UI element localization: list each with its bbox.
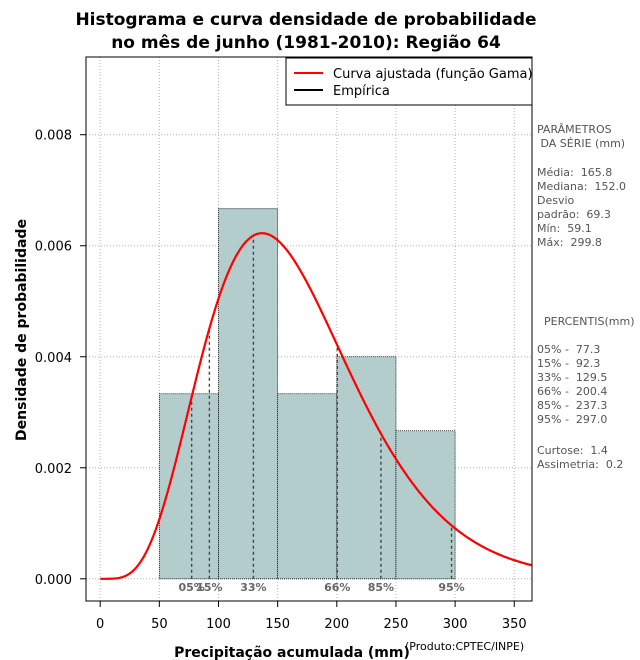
percentile-labels: 05%15% 33% 66% 85% 95%: [178, 581, 464, 594]
y-tick-label-2: 0.004: [35, 351, 72, 366]
percentile-label-5: 95%: [438, 581, 464, 594]
percentile-label-3: 66%: [324, 581, 350, 594]
stat-mediana: Mediana: 152.0: [537, 180, 626, 193]
x-tick-label-0: 0: [96, 617, 104, 632]
percentile-33: 33% - 129.5: [537, 371, 608, 384]
stat-max: Máx: 299.8: [537, 236, 602, 249]
histogram-bar-2: [277, 393, 338, 580]
legend: Curva ajustada (função Gama) Empírica: [285, 57, 533, 106]
y-tick-label-3: 0.006: [35, 240, 72, 255]
x-tick-label-7: 350: [502, 617, 527, 632]
y-tick-label-1: 0.002: [35, 462, 72, 477]
histogram-bars: [158, 208, 456, 580]
stat-desvio-value: padrão: 69.3: [537, 208, 611, 221]
legend-curve-label: Curva ajustada (função Gama): [333, 67, 533, 82]
gamma-curve-group: [100, 232, 533, 580]
percentile-lines: [190, 235, 453, 579]
percentile-15: 15% - 92.3: [537, 357, 601, 370]
percentile-05: 05% - 77.3: [537, 343, 601, 356]
chart-title-line-2: no mês de junho (1981-2010): Região 64: [111, 33, 501, 53]
percentile-label-0: 05%: [178, 581, 204, 594]
percentile-label-2: 33%: [240, 581, 266, 594]
percentile-95: 95% - 297.0: [537, 413, 608, 426]
x-tick-label-2: 100: [206, 617, 231, 632]
stat-curtose: Curtose: 1.4: [537, 444, 608, 457]
y-tick-label-4: 0.008: [35, 129, 72, 144]
x-tick-label-5: 250: [384, 617, 409, 632]
params-title: PARÂMETROS: [537, 123, 612, 136]
percentile-85: 85% - 237.3: [537, 399, 608, 412]
x-tick-label-4: 200: [324, 617, 349, 632]
credit-note: (Produto:CPTEC/INPE): [405, 640, 525, 653]
histogram-bar-3: [336, 356, 397, 580]
x-axis: 0 50 100 150 200 250 300 350: [96, 600, 527, 632]
x-tick-label-6: 300: [443, 617, 468, 632]
y-axis-label: Densidade de probabilidade: [14, 219, 30, 441]
stat-min: Mín: 59.1: [537, 222, 592, 235]
stat-media: Média: 165.8: [537, 166, 613, 179]
chart-title-line-1: Histograma e curva densidade de probabil…: [75, 10, 536, 30]
percentile-label-1: 15%: [196, 581, 222, 594]
x-tick-label-1: 50: [151, 617, 168, 632]
x-tick-label-3: 150: [265, 617, 290, 632]
x-axis-label: Precipitação acumulada (mm): [174, 645, 410, 660]
legend-box: [285, 57, 533, 106]
stat-desvio-label: Desvio: [537, 194, 575, 207]
gamma-curve: [100, 232, 533, 580]
percentile-66: 66% - 200.4: [537, 385, 608, 398]
stat-assimetria: Assimetria: 0.2: [537, 458, 624, 471]
params-subtitle: DA SÉRIE (mm): [537, 137, 626, 150]
legend-empirical-label: Empírica: [333, 84, 390, 99]
percentis-title: PERCENTIS(mm): [537, 315, 635, 328]
y-axis: 0.000 0.002 0.004 0.006 0.008: [35, 129, 87, 588]
histogram-bar-4: [395, 430, 456, 580]
histogram-bar-1: [218, 208, 279, 580]
y-tick-label-0: 0.000: [35, 573, 72, 588]
percentile-label-4: 85%: [368, 581, 394, 594]
